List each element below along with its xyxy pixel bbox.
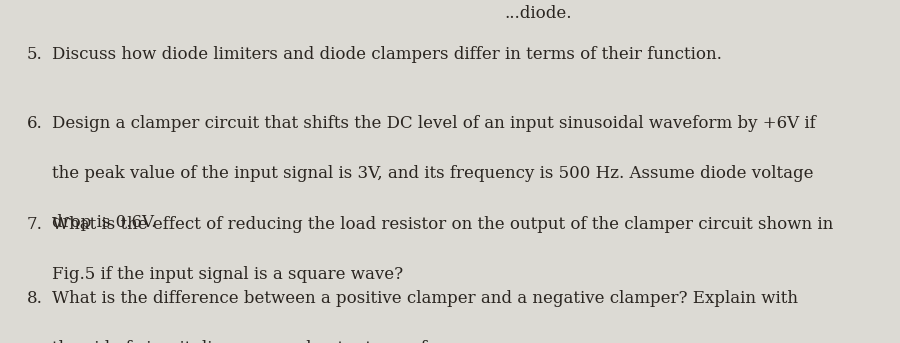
Text: ...diode.: ...diode.: [504, 5, 572, 22]
Text: 6.: 6.: [27, 115, 43, 132]
Text: Discuss how diode limiters and diode clampers differ in terms of their function.: Discuss how diode limiters and diode cla…: [52, 46, 722, 63]
Text: drop is 0.6V.: drop is 0.6V.: [52, 214, 157, 232]
Text: Fig.5 if the input signal is a square wave?: Fig.5 if the input signal is a square wa…: [52, 266, 403, 283]
Text: the aid of circuit diagrams and output waveforms.: the aid of circuit diagrams and output w…: [52, 340, 474, 343]
Text: 7.: 7.: [27, 216, 43, 233]
Text: Design a clamper circuit that shifts the DC level of an input sinusoidal wavefor: Design a clamper circuit that shifts the…: [52, 115, 816, 132]
Text: What is the difference between a positive clamper and a negative clamper? Explai: What is the difference between a positiv…: [52, 290, 798, 307]
Text: the peak value of the input signal is 3V, and its frequency is 500 Hz. Assume di: the peak value of the input signal is 3V…: [52, 165, 814, 182]
Text: 8.: 8.: [27, 290, 43, 307]
Text: 5.: 5.: [27, 46, 43, 63]
Text: What is the effect of reducing the load resistor on the output of the clamper ci: What is the effect of reducing the load …: [52, 216, 833, 233]
